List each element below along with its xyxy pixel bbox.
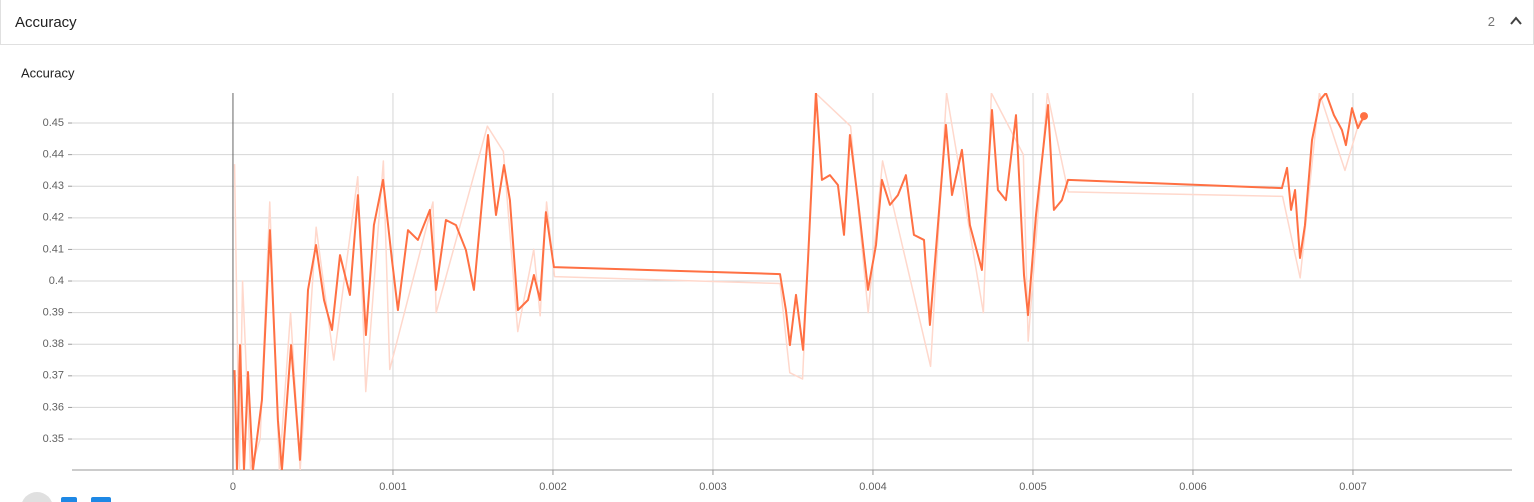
card-header: Accuracy 2: [0, 0, 1534, 45]
x-tick-label: 0: [230, 481, 236, 493]
y-tick-label: 0.37: [43, 370, 64, 382]
series-line: [233, 93, 1365, 470]
x-tick-label: 0.006: [1179, 481, 1207, 493]
y-tick-label: 0.35: [43, 433, 64, 445]
card-title: Accuracy: [15, 14, 77, 31]
x-tick-label: 0.005: [1019, 481, 1047, 493]
y-tick-label: 0.39: [43, 307, 64, 319]
chart-count: 2: [1487, 14, 1495, 29]
download-button[interactable]: [91, 497, 111, 502]
y-tick-label: 0.45: [43, 117, 64, 129]
chart: Accuracy 0.35 0.36 0.37 0.38 0.39 0.4 0.41 0.42…: [21, 65, 1512, 502]
y-tick-label: 0.41: [43, 243, 64, 255]
y-tick-label: 0.38: [43, 338, 64, 350]
x-tick-label: 0.002: [539, 481, 567, 493]
x-tick-label: 0.001: [379, 481, 407, 493]
y-tick-label: 0.43: [43, 180, 64, 192]
y-tick-label: 0.44: [43, 149, 64, 161]
log-toggle[interactable]: [61, 497, 77, 502]
x-tick-label: 0.007: [1339, 481, 1367, 493]
x-tick-label: 0.003: [699, 481, 727, 493]
last-point: [1360, 112, 1368, 121]
fit-button[interactable]: [21, 492, 53, 502]
y-tick-label: 0.42: [43, 212, 64, 224]
collapse-button[interactable]: [1509, 14, 1523, 28]
x-tick-label: 0.004: [859, 481, 887, 493]
y-tick-label: 0.36: [43, 401, 64, 413]
chart-title: Accuracy: [21, 65, 75, 80]
y-tick-label: 0.4: [49, 275, 64, 287]
